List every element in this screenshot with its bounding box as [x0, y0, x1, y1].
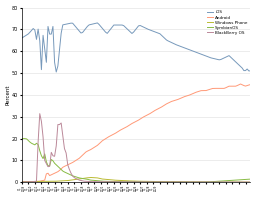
Legend: iOS, Android, Windows Phone, SymbianOS, BlackBerry OS: iOS, Android, Windows Phone, SymbianOS, … [206, 10, 248, 35]
Y-axis label: Percent: Percent [6, 85, 10, 105]
